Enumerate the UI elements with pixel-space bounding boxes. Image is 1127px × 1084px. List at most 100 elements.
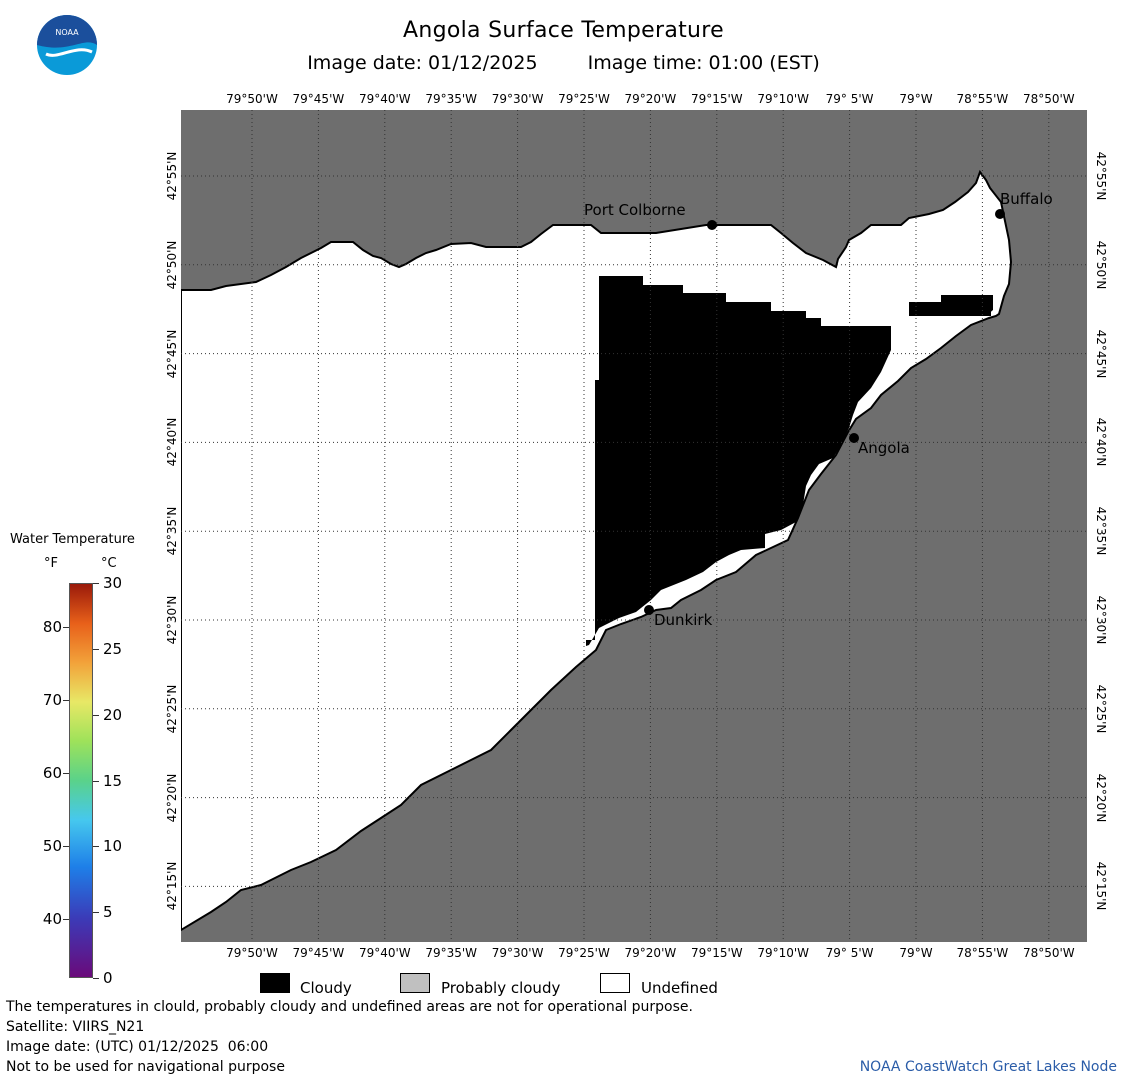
- city-label-buffalo: Buffalo: [1000, 190, 1053, 208]
- longitude-label: 79°40'W: [358, 946, 411, 960]
- latitude-label: 42°45'N: [1094, 329, 1108, 379]
- latitude-label: 42°40'N: [165, 417, 179, 467]
- latitude-label: 42°50'N: [165, 240, 179, 290]
- unit-celsius: °C: [101, 556, 117, 571]
- celsius-tick-mark: [93, 912, 99, 914]
- latitude-label: 42°20'N: [1094, 773, 1108, 823]
- longitude-label: 79°20'W: [624, 92, 677, 106]
- undefined-swatch: [600, 973, 630, 993]
- fahrenheit-tick-label: 40: [42, 910, 62, 929]
- longitude-label: 79°30'W: [491, 946, 544, 960]
- longitude-label: 78°55'W: [956, 946, 1009, 960]
- longitude-label: 79° 5'W: [825, 946, 874, 960]
- latitude-label: 42°20'N: [165, 773, 179, 823]
- unit-fahrenheit: °F: [44, 556, 58, 571]
- longitude-label: 79°10'W: [757, 946, 810, 960]
- cloudy-label: Cloudy: [300, 979, 352, 997]
- fahrenheit-tick-mark: [63, 773, 69, 775]
- celsius-tick-label: 15: [103, 771, 123, 790]
- fahrenheit-tick-label: 70: [42, 691, 62, 710]
- fahrenheit-tick-label: 80: [42, 617, 62, 636]
- latitude-label: 42°30'N: [1094, 595, 1108, 645]
- latitude-label: 42°30'N: [165, 595, 179, 645]
- longitude-label: 79°25'W: [558, 92, 610, 106]
- celsius-tick-mark: [93, 648, 99, 650]
- dunkirk-marker: [644, 605, 654, 615]
- longitude-label: 79°35'W: [425, 92, 478, 106]
- noaa-logo: NOAA: [37, 15, 97, 75]
- longitude-label: 79°25'W: [558, 946, 610, 960]
- fahrenheit-tick-mark: [63, 846, 69, 848]
- latitude-label: 42°35'N: [1094, 506, 1108, 556]
- latitude-label: 42°45'N: [165, 329, 179, 379]
- latitude-label: 42°50'N: [1094, 240, 1108, 290]
- graticule: [181, 110, 1087, 942]
- longitude-label: 79°10'W: [757, 92, 810, 106]
- longitude-label: 79°35'W: [425, 946, 478, 960]
- navigation-warning: Not to be used for navigational purpose: [6, 1059, 285, 1075]
- fahrenheit-tick-label: 50: [42, 837, 62, 856]
- latitude-label: 42°55'N: [165, 151, 179, 201]
- longitude-label: 79° 5'W: [825, 92, 874, 106]
- image-datetime: Image date: 01/12/2025 Image time: 01:00…: [0, 52, 1127, 74]
- cloud-stripe: [909, 310, 991, 316]
- credit-link[interactable]: NOAA CoastWatch Great Lakes Node: [859, 1059, 1117, 1075]
- longitude-label: 78°50'W: [1022, 946, 1075, 960]
- latitude-label: 42°25'N: [165, 684, 179, 734]
- cloud-mask: [586, 276, 891, 646]
- image-date: Image date: 01/12/2025: [307, 52, 538, 74]
- fahrenheit-tick-mark: [63, 919, 69, 921]
- longitude-label: 79°W: [899, 92, 933, 106]
- satellite-text: Satellite: VIIRS_N21: [6, 1019, 145, 1035]
- angola-marker: [849, 433, 859, 443]
- latitude-label: 42°35'N: [165, 506, 179, 556]
- latitude-label: 42°55'N: [1094, 151, 1108, 201]
- temperature-colorbar: [69, 583, 93, 978]
- longitude-label: 78°50'W: [1022, 92, 1075, 106]
- longitude-label: 79°15'W: [690, 946, 743, 960]
- city-label-port-colborne: Port Colborne: [584, 201, 686, 219]
- city-label-angola: Angola: [858, 439, 910, 457]
- disclaimer-text: The temperatures in clould, probably clo…: [6, 999, 693, 1015]
- svg-text:NOAA: NOAA: [55, 28, 79, 37]
- longitude-label: 79°30'W: [491, 92, 544, 106]
- celsius-tick-label: 10: [103, 837, 123, 856]
- celsius-tick-label: 20: [103, 705, 123, 724]
- buffalo-marker: [995, 209, 1005, 219]
- longitude-label: 79°W: [899, 946, 933, 960]
- latitude-label: 42°15'N: [165, 861, 179, 911]
- port-colborne-marker: [707, 220, 717, 230]
- probably-cloudy-swatch: [400, 973, 430, 993]
- celsius-tick-mark: [93, 714, 99, 716]
- celsius-tick-label: 25: [103, 639, 123, 658]
- fahrenheit-tick-mark: [63, 626, 69, 628]
- probably-cloudy-label: Probably cloudy: [441, 979, 561, 997]
- celsius-tick-mark: [93, 780, 99, 782]
- longitude-label: 79°15'W: [690, 92, 743, 106]
- latitude-label: 42°25'N: [1094, 684, 1108, 734]
- longitude-label: 79°45'W: [292, 92, 345, 106]
- fahrenheit-tick-mark: [63, 700, 69, 702]
- latitude-label: 42°40'N: [1094, 417, 1108, 467]
- longitude-label: 79°50'W: [226, 946, 278, 960]
- city-label-dunkirk: Dunkirk: [654, 611, 713, 629]
- utc-date-text: Image date: (UTC) 01/12/2025 06:00: [6, 1039, 269, 1055]
- celsius-tick-mark: [93, 846, 99, 848]
- lake-erie-map: [181, 110, 1087, 942]
- longitude-label: 79°20'W: [624, 946, 677, 960]
- chart-title: Angola Surface Temperature: [403, 18, 724, 43]
- longitude-label: 79°45'W: [292, 946, 345, 960]
- cloudy-swatch: [260, 973, 290, 993]
- legend-title: Water Temperature: [10, 532, 135, 547]
- celsius-tick-label: 5: [103, 903, 113, 922]
- fahrenheit-tick-label: 60: [42, 764, 62, 783]
- longitude-label: 78°55'W: [956, 92, 1009, 106]
- longitude-label: 79°40'W: [358, 92, 411, 106]
- celsius-tick-mark: [93, 583, 99, 584]
- longitude-label: 79°50'W: [226, 92, 278, 106]
- celsius-tick-label: 30: [103, 574, 123, 592]
- celsius-tick-mark: [93, 978, 99, 979]
- undefined-label: Undefined: [641, 979, 718, 997]
- image-time: Image time: 01:00 (EST): [587, 52, 820, 74]
- latitude-label: 42°15'N: [1094, 861, 1108, 911]
